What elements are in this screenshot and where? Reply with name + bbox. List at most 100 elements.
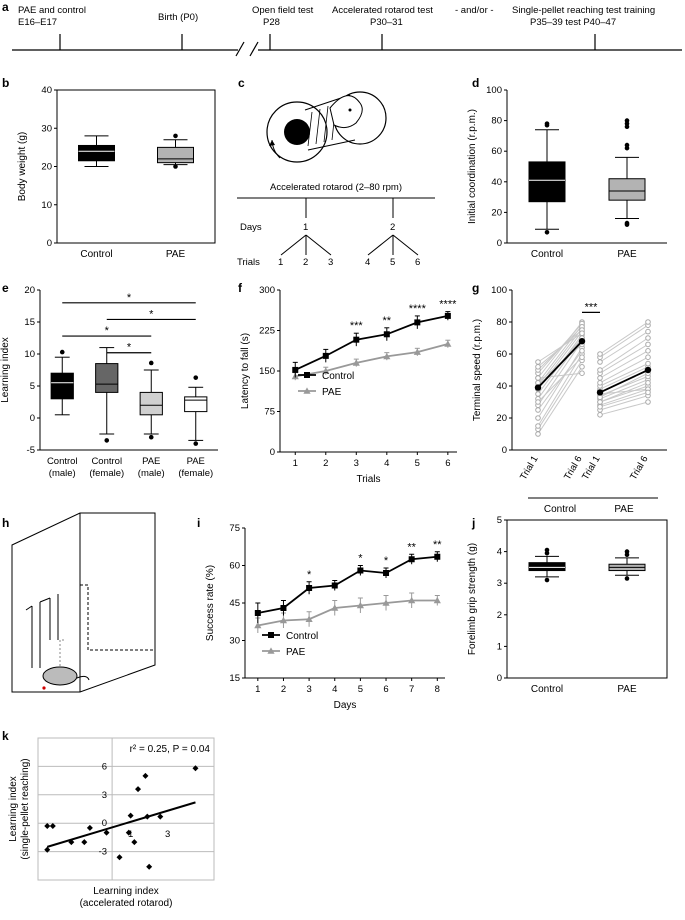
f-legend-marker xyxy=(304,372,310,378)
g-pair-point xyxy=(597,375,603,381)
g-pair-point xyxy=(535,407,541,413)
f-y-axis-label: Latency to fall (s) xyxy=(240,333,251,409)
i-y-axis-label: Success rate (%) xyxy=(205,565,216,641)
k-fit-line xyxy=(46,801,196,848)
e-y-tick-label: 0 xyxy=(30,413,35,424)
e-significance-label: * xyxy=(149,308,154,320)
reaching-box-slit xyxy=(31,594,59,668)
e-significance-label: * xyxy=(105,325,110,337)
k-y-tick-label: 3 xyxy=(102,790,107,801)
f-legend-label: Control xyxy=(322,371,354,382)
g-pair-point xyxy=(645,389,651,396)
e-box-3 xyxy=(184,375,208,446)
i-x-tick-label: 4 xyxy=(332,684,337,695)
timeline-event-openfield: Open field test xyxy=(252,5,314,16)
k-x-axis-label-sub: (accelerated rotarod) xyxy=(80,898,173,909)
e-x-tick-label-sub: (male) xyxy=(49,468,76,479)
i-significance-label: * xyxy=(307,569,312,581)
j-y-tick-label: 2 xyxy=(497,610,502,621)
d-x-tick-label: PAE xyxy=(617,249,637,260)
rotarod-day-1: 1 xyxy=(303,222,308,233)
g-pair-line xyxy=(599,363,649,387)
k-data-point xyxy=(142,772,149,779)
b-box-iqr xyxy=(78,144,115,162)
i-y-tick-label: 60 xyxy=(229,561,240,572)
g-pair-point xyxy=(597,412,603,418)
timeline-event-p30: P30–31 xyxy=(370,17,403,28)
f-x-tick-label: 2 xyxy=(323,458,328,469)
g-pair-line xyxy=(599,366,649,390)
e-x-tick-label-sub: (female) xyxy=(89,468,124,479)
k-x-axis-label: Learning index xyxy=(93,886,159,897)
panel-label-i: i xyxy=(197,516,200,530)
timeline-event-e16: E16–E17 xyxy=(18,17,57,28)
e-box-iqr xyxy=(50,372,74,400)
d-y-tick-label: 40 xyxy=(491,177,502,188)
k-y-tick-label: -3 xyxy=(99,847,107,858)
k-plot-frame xyxy=(37,737,215,881)
i-x-tick-label: 3 xyxy=(306,684,311,695)
j-x-tick-label: Control xyxy=(531,684,563,695)
g-pair-point xyxy=(645,328,651,335)
j-plot-frame xyxy=(506,519,668,679)
rotarod-day1-branches xyxy=(280,234,332,256)
g-pair-line xyxy=(599,379,649,400)
d-outlier xyxy=(624,118,630,123)
k-data-point xyxy=(131,839,138,846)
rotarod-rod-stripes xyxy=(307,102,337,147)
g-y-tick-label: 40 xyxy=(496,381,507,392)
j-y-axis-label: Forelimb grip strength (g) xyxy=(467,543,478,655)
f-legend-marker xyxy=(303,387,311,394)
panel-label-k: k xyxy=(2,729,9,743)
f-data-point xyxy=(444,340,452,347)
g-pair-pae xyxy=(597,328,651,365)
b-box-iqr xyxy=(157,146,194,164)
e-box-1 xyxy=(95,347,119,443)
d-box-0 xyxy=(528,121,566,235)
k-y-tick-label: 0 xyxy=(102,818,107,829)
i-data-point xyxy=(331,604,339,611)
d-box-iqr xyxy=(528,161,566,203)
f-x-tick-label: 6 xyxy=(445,458,450,469)
j-y-tick-label: 1 xyxy=(497,641,502,652)
k-y-axis-label-sub: (single-pellet reaching) xyxy=(20,758,31,859)
k-x-tick-label: 1 xyxy=(128,829,133,840)
g-pair-line xyxy=(537,350,583,411)
g-pair-point xyxy=(535,423,541,429)
g-pair-line xyxy=(599,337,649,371)
timeline-event-rotarod: Accelerated rotarod test xyxy=(332,5,433,16)
g-mean-point xyxy=(644,366,652,374)
mouse-eye-icon xyxy=(348,108,352,112)
g-y-tick-label: 80 xyxy=(496,317,507,328)
f-x-axis-label: Trials xyxy=(356,474,380,485)
f-data-point xyxy=(322,352,329,359)
k-data-point xyxy=(44,846,51,853)
j-outlier xyxy=(544,550,550,556)
b-x-tick-label: Control xyxy=(80,249,112,260)
f-data-point xyxy=(413,348,421,355)
j-box-iqr xyxy=(528,562,566,572)
g-significance-label: *** xyxy=(585,301,599,313)
panel-label-f: f xyxy=(238,281,243,295)
k-data-point xyxy=(103,829,110,836)
k-data-point xyxy=(86,824,93,831)
timeline-break-2 xyxy=(249,41,259,57)
g-pair-point xyxy=(535,391,541,397)
mouse-tail-icon xyxy=(76,675,90,681)
i-significance-label: ** xyxy=(433,539,442,551)
i-data-point xyxy=(280,605,287,611)
i-y-tick-label: 45 xyxy=(229,598,240,609)
g-pair-line xyxy=(599,391,649,408)
i-data-point xyxy=(279,616,288,624)
e-box-2 xyxy=(139,360,163,440)
mouse-in-box-icon xyxy=(42,666,78,686)
i-y-tick-label: 30 xyxy=(229,636,240,647)
reaching-arrow-icon xyxy=(59,639,66,666)
g-pair-point xyxy=(645,348,651,354)
g-pair-control xyxy=(535,364,585,437)
e-y-tick-label: 20 xyxy=(24,285,35,296)
panel-a: a PAE and control E16–E17 Birth (P0) Ope… xyxy=(2,0,682,57)
e-x-tick-label: Control xyxy=(47,456,78,467)
g-mean-point xyxy=(578,338,586,345)
